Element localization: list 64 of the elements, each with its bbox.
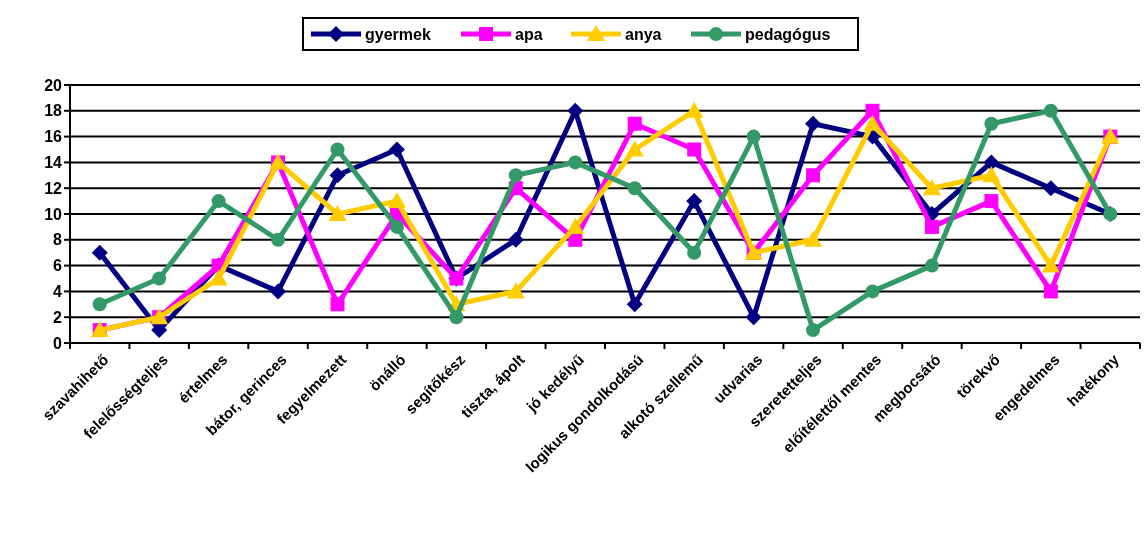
point (211, 194, 226, 209)
point (746, 129, 761, 144)
point (91, 244, 108, 261)
point (625, 140, 644, 157)
point (924, 219, 939, 234)
point (567, 102, 584, 119)
point (387, 192, 406, 209)
point (568, 155, 583, 170)
point (1043, 284, 1058, 299)
point (566, 217, 585, 234)
point (806, 323, 821, 338)
y-tick-label: 16 (44, 128, 63, 146)
y-tick-label: 14 (44, 154, 63, 171)
point (627, 116, 642, 131)
point (806, 168, 821, 183)
legend-label: pedagógus (745, 25, 831, 43)
point (924, 258, 939, 273)
y-tick-label: 4 (53, 283, 63, 300)
point (389, 219, 404, 234)
point (804, 230, 823, 247)
point (151, 322, 168, 339)
point (865, 284, 880, 299)
point (983, 154, 1000, 171)
legend-label: gyermek (365, 25, 431, 43)
y-tick-label: 20 (44, 76, 63, 94)
y-tick-label: 18 (44, 102, 63, 120)
point (865, 103, 880, 118)
point (626, 296, 643, 313)
y-tick-label: 6 (53, 257, 63, 275)
point (508, 168, 523, 183)
point (92, 297, 107, 312)
point (627, 181, 642, 196)
y-tick-label: 2 (53, 308, 63, 326)
point (449, 310, 464, 325)
point (152, 271, 167, 286)
point (687, 142, 702, 157)
point (805, 115, 822, 132)
point (506, 282, 525, 299)
point (328, 205, 347, 221)
y-tick-label: 0 (53, 334, 63, 352)
point (745, 309, 762, 326)
point (863, 114, 882, 131)
y-tick-label: 10 (44, 205, 63, 223)
point (209, 269, 228, 286)
point (687, 245, 702, 260)
legend-label: apa (515, 25, 543, 43)
point (1042, 180, 1059, 197)
point (984, 194, 999, 209)
point (271, 232, 286, 247)
point (329, 167, 346, 184)
point (507, 231, 524, 248)
point (1043, 103, 1058, 118)
y-tick-label: 8 (53, 231, 63, 249)
point (982, 166, 1001, 183)
y-tick-label: 12 (44, 179, 63, 197)
point (330, 142, 345, 157)
point (1041, 256, 1060, 273)
point (686, 193, 703, 210)
legend-label: anya (625, 25, 662, 43)
point (388, 141, 405, 158)
point (984, 116, 999, 131)
point (270, 283, 287, 300)
point (922, 179, 941, 196)
point (330, 297, 345, 312)
